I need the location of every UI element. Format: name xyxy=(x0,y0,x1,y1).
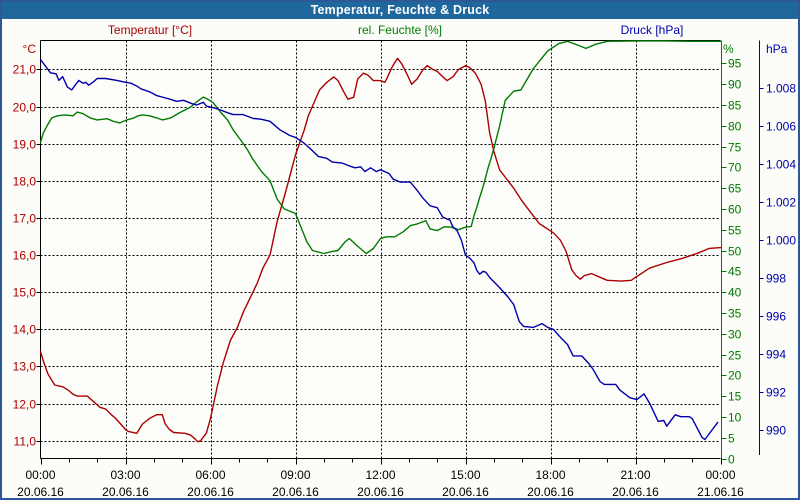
pres-tick-label: 1.008 xyxy=(766,82,796,96)
x-axis: 00:00 20.06.16 03:00 20.06.16 06:00 20.06.16 0… xyxy=(17,458,744,499)
hum-unit-label: % xyxy=(723,42,734,56)
hum-tick-label: 45 xyxy=(728,265,742,279)
pres-unit-label: hPa xyxy=(766,42,788,56)
x-time-label: 06:00 xyxy=(195,468,225,482)
humidity-axis-title: rel. Feuchte [%] xyxy=(357,23,443,37)
plot-area xyxy=(40,40,721,459)
temp-unit-label: °C xyxy=(23,42,37,56)
pressure-axis-title: Druck [hPa] xyxy=(620,23,684,37)
temp-tick-label: 13,0 xyxy=(13,360,37,374)
temp-tick-label: 19,0 xyxy=(13,138,37,152)
temp-tick-label: 15,0 xyxy=(13,286,37,300)
hum-tick-label: 35 xyxy=(728,307,742,321)
hum-tick-label: 25 xyxy=(728,349,742,363)
temp-tick-label: 18,0 xyxy=(13,175,37,189)
pres-tick-label: 994 xyxy=(766,348,786,362)
x-date-label: 20.06.16 xyxy=(612,485,659,499)
hum-tick-label: 90 xyxy=(728,78,742,92)
x-time-label: 00:00 xyxy=(25,468,55,482)
hum-tick-label: 85 xyxy=(728,99,742,113)
x-date-label: 20.06.16 xyxy=(272,485,319,499)
gridlines xyxy=(40,40,721,459)
x-time-label: 15:00 xyxy=(450,468,480,482)
pres-tick-label: 996 xyxy=(766,310,786,324)
window-title: Temperatur, Feuchte & Druck xyxy=(310,2,490,17)
temp-tick-label: 11,0 xyxy=(14,435,37,449)
hum-tick-label: 70 xyxy=(728,161,742,175)
temp-tick-label: 17,0 xyxy=(13,212,37,226)
hum-tick-label: 65 xyxy=(728,182,742,196)
temperature-axis-title: Temperatur [°C] xyxy=(107,23,193,37)
pres-tick-label: 1.006 xyxy=(766,120,796,134)
hum-tick-label: 60 xyxy=(728,203,742,217)
x-date-label: 20.06.16 xyxy=(17,485,64,499)
temp-tick-label: 21,0 xyxy=(13,63,37,77)
temp-axis: 11,0 12,0 13,0 14,0 15,0 16,0 17,0 18,0 19,0 20,0… xyxy=(13,42,41,449)
x-time-label: 18:00 xyxy=(535,468,565,482)
temp-tick-label: 20,0 xyxy=(13,101,37,115)
x-date-label: 20.06.16 xyxy=(527,485,574,499)
hum-axis: 0 5 10 15 20 25 30 35 40 45 50 55 60 65 70 75 80 85 90 95% xyxy=(721,40,742,467)
x-time-label: 21:00 xyxy=(620,468,650,482)
temp-tick-label: 16,0 xyxy=(13,249,37,263)
series-line-druck xyxy=(40,58,719,441)
pres-tick-label: 990 xyxy=(766,424,786,438)
hum-tick-label: 10 xyxy=(728,411,742,425)
hum-tick-label: 0 xyxy=(728,453,735,467)
temp-tick-label: 14,0 xyxy=(13,323,37,337)
x-time-label: 00:00 xyxy=(705,468,735,482)
hum-tick-label: 55 xyxy=(728,224,742,238)
pres-tick-label: 992 xyxy=(766,386,786,400)
temp-tick-label: 12,0 xyxy=(13,398,37,412)
x-date-label: 20.06.16 xyxy=(357,485,404,499)
hum-tick-label: 30 xyxy=(728,328,742,342)
series-line-temperatur xyxy=(40,57,721,443)
pres-tick-label: 998 xyxy=(766,272,786,286)
hum-tick-label: 75 xyxy=(728,141,742,155)
x-time-label: 09:00 xyxy=(280,468,310,482)
x-date-label: 20.06.16 xyxy=(102,485,149,499)
hum-tick-label: 20 xyxy=(728,369,742,383)
hum-tick-label: 15 xyxy=(728,390,742,404)
x-date-label: 21.06.16 xyxy=(697,485,744,499)
x-date-label: 20.06.16 xyxy=(442,485,489,499)
pres-tick-label: 1.004 xyxy=(766,158,796,172)
hum-tick-label: 50 xyxy=(728,245,742,259)
title-bar: Temperatur, Feuchte & Druck xyxy=(0,0,800,19)
pres-tick-label: 1.002 xyxy=(766,196,796,210)
x-time-label: 03:00 xyxy=(110,468,140,482)
x-date-label: 20.06.16 xyxy=(187,485,234,499)
hum-tick-label: 5 xyxy=(728,432,735,446)
pres-tick-label: 1.000 xyxy=(766,234,796,248)
pres-axis: 990 992 994 996 998 1.000 1.002 1.004 1.006 1.008… xyxy=(759,40,796,455)
hum-tick-label: 80 xyxy=(728,120,742,134)
hum-tick-label: 95 xyxy=(728,57,742,71)
x-time-label: 12:00 xyxy=(365,468,395,482)
hum-tick-label: 40 xyxy=(728,286,742,300)
series-line-rel-feuchte xyxy=(40,40,721,255)
